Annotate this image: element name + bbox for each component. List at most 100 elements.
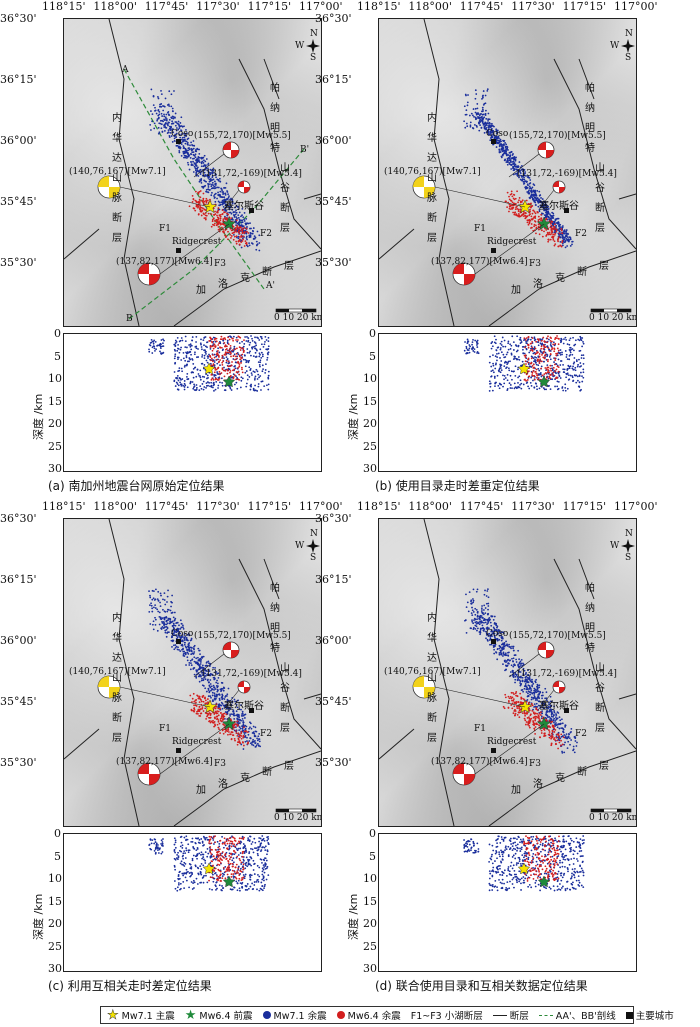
fm-mw55-beachball-quad xyxy=(231,650,239,658)
depth-aftershock71 xyxy=(161,345,164,348)
aftershock64-point xyxy=(508,210,510,213)
aftershock71-point xyxy=(189,157,192,159)
aftershock64-point xyxy=(520,214,523,217)
depth-aftershock71 xyxy=(221,885,223,887)
aftershock71-point xyxy=(566,245,569,247)
aftershock71-point xyxy=(166,104,169,106)
aftershock71-point xyxy=(238,716,241,719)
fault-name-left: 断 xyxy=(112,213,122,224)
aftershock64-point xyxy=(243,226,246,229)
depth-aftershock71 xyxy=(203,858,205,861)
depth-aftershock71 xyxy=(573,361,576,364)
aftershock71-point xyxy=(490,127,493,130)
depth-aftershock64 xyxy=(547,335,549,338)
depth-aftershock71 xyxy=(154,349,156,352)
depth-aftershock71 xyxy=(497,384,500,387)
aftershock64-point xyxy=(238,736,241,739)
aftershock64-point xyxy=(222,712,225,715)
aftershock71-point xyxy=(528,189,530,192)
aftershock71-point xyxy=(174,133,177,136)
depth-aftershock64 xyxy=(549,377,552,380)
aftershock71-point xyxy=(481,113,484,116)
depth-aftershock64 xyxy=(213,345,215,347)
aftershock64-point xyxy=(212,223,214,226)
aftershock71-point xyxy=(187,653,190,655)
aftershock71-point xyxy=(224,203,227,206)
depth-aftershock64 xyxy=(543,350,546,353)
depth-aftershock71 xyxy=(239,852,242,854)
fault-line xyxy=(303,193,321,200)
depth-aftershock71 xyxy=(195,345,198,348)
depth-aftershock71 xyxy=(201,840,204,843)
aftershock64-point xyxy=(532,209,535,212)
depth-aftershock64 xyxy=(237,339,239,341)
aftershock71-point xyxy=(182,653,185,656)
fault-name-bottom: 洛 xyxy=(218,279,228,290)
aftershock71-point xyxy=(159,119,162,122)
aftershock71-point xyxy=(523,168,526,171)
depth-aftershock71 xyxy=(184,359,187,362)
fm-mw71-beachball-quad xyxy=(98,676,109,687)
depth-aftershock71 xyxy=(232,358,235,360)
depth-aftershock64 xyxy=(524,339,527,341)
fault-name-bottom: 层 xyxy=(284,261,294,272)
aftershock71-point xyxy=(200,181,203,184)
foreshock-star xyxy=(221,716,237,731)
aftershock64-point xyxy=(215,219,218,221)
aftershock71-point xyxy=(231,202,234,205)
aftershock71-point xyxy=(205,158,208,160)
aftershock71-point xyxy=(200,675,202,678)
depth-aftershock71 xyxy=(243,852,246,854)
aftershock71-point xyxy=(154,106,156,109)
compass-s: S xyxy=(625,53,632,63)
depth-aftershock71 xyxy=(512,349,515,351)
aftershock71-point xyxy=(233,215,236,217)
aftershock71-point xyxy=(208,180,211,183)
aftershock71-point xyxy=(466,104,469,107)
aftershock71-point xyxy=(176,627,179,630)
depth-aftershock64 xyxy=(535,340,537,343)
aftershock71-point xyxy=(533,194,536,197)
depth-section xyxy=(63,333,322,472)
aftershock71-point xyxy=(239,219,241,222)
depth-aftershock71 xyxy=(151,346,154,349)
depth-aftershock71 xyxy=(499,342,502,345)
aftershock64-point xyxy=(217,207,220,209)
depth-aftershock71 xyxy=(206,341,209,344)
aftershock64-point xyxy=(195,701,197,704)
aftershock71-point xyxy=(258,738,261,740)
aftershock71-point xyxy=(214,671,217,674)
label-f1: F1 xyxy=(159,724,171,734)
depth-aftershock71 xyxy=(244,365,247,368)
aftershock71-point xyxy=(219,195,222,198)
fm-mw71-beachball-quad xyxy=(413,176,424,187)
aftershock71-point xyxy=(535,195,538,197)
fm-mw54-beachball-quad xyxy=(238,181,244,187)
depth-aftershock71 xyxy=(502,345,505,348)
depth-aftershock64 xyxy=(543,357,546,360)
depth-aftershock71 xyxy=(260,356,263,359)
aftershock64-point xyxy=(191,697,194,700)
aftershock64-point xyxy=(204,218,207,221)
aftershock71-point xyxy=(217,704,220,706)
aftershock71-point xyxy=(547,216,549,218)
aftershock71-point xyxy=(233,718,236,720)
aftershock64-point xyxy=(191,194,194,197)
depth-aftershock71 xyxy=(224,855,227,858)
depth-aftershock64 xyxy=(542,336,545,339)
depth-aftershock71 xyxy=(245,385,248,388)
aftershock71-point xyxy=(224,192,227,195)
depth-aftershock71 xyxy=(521,360,524,363)
aftershock71-point xyxy=(506,161,509,164)
fault-line xyxy=(108,519,140,826)
aftershock71-point xyxy=(188,650,191,653)
aftershock71-point xyxy=(240,714,243,717)
depth-aftershock64 xyxy=(236,347,238,350)
depth-aftershock64 xyxy=(558,338,560,340)
depth-aftershock71 xyxy=(558,352,561,355)
depth-aftershock71 xyxy=(509,384,512,386)
depth-tick: 0 xyxy=(369,327,376,340)
depth-aftershock71 xyxy=(200,346,203,348)
aftershock71-point xyxy=(487,112,490,115)
aftershock71-point xyxy=(213,180,216,183)
